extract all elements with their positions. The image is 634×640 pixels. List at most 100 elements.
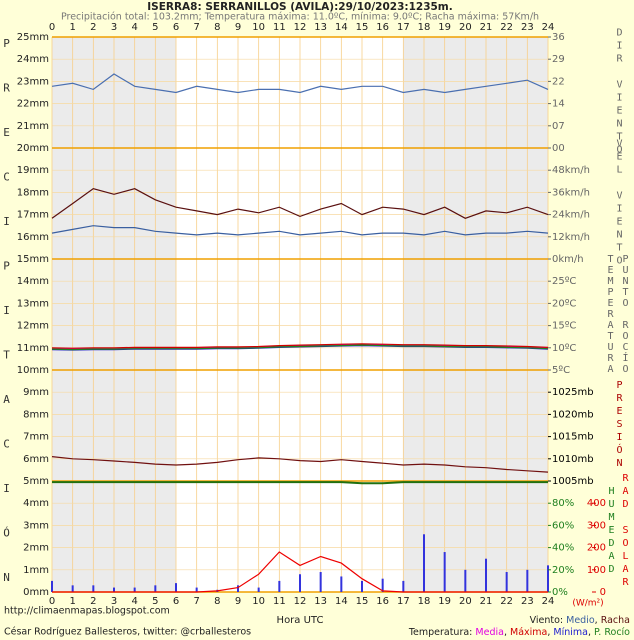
- x-tick-label: 18: [418, 596, 431, 607]
- series-line: [51, 225, 549, 236]
- y-tick-label: 18mm: [17, 187, 49, 198]
- y-tick-label: 8mm: [23, 409, 49, 420]
- series-line: [51, 343, 549, 349]
- y-tick-label: 1005mb: [552, 476, 594, 487]
- legend-title: Viento:: [530, 615, 564, 626]
- y-axis-label: TEMPERATURA: [605, 254, 616, 375]
- precipitation-bar: [51, 580, 53, 592]
- y-tick-label: 1020mb: [552, 409, 594, 420]
- y-axis-label: PRECIPITACIÓN: [0, 37, 13, 616]
- x-tick-label: 5: [152, 596, 158, 607]
- y2-tick-label: 0: [600, 587, 606, 598]
- legend-entry: Medio: [566, 615, 595, 626]
- y-tick-label: 2mm: [23, 543, 49, 554]
- y2-tick-label: 200: [587, 543, 606, 554]
- y2-unit: (W/m²): [572, 599, 603, 609]
- x-tick-label: 10: [252, 22, 265, 33]
- x-tick-label: 4: [131, 22, 137, 33]
- y-tick-label: 10ºC: [552, 343, 576, 354]
- y2-tick-label: 300: [587, 520, 606, 531]
- x-tick-label: 6: [173, 22, 179, 33]
- y-tick-label: 22: [552, 76, 565, 87]
- precipitation-bar: [443, 552, 446, 592]
- y-tick-label: 24km/h: [552, 210, 590, 221]
- precipitation-bar: [175, 583, 177, 592]
- y-tick-label: 9mm: [23, 387, 49, 398]
- x-tick-label: 14: [335, 596, 348, 607]
- legend: Viento: Medio, Racha: [530, 615, 630, 626]
- y2-tick-label: 400: [587, 498, 606, 509]
- y-tick-label: 7mm: [23, 432, 49, 443]
- precipitation-bar: [154, 585, 157, 592]
- y-tick-label: 1010mb: [552, 454, 594, 465]
- x-tick-label: 18: [418, 22, 431, 33]
- x-tick-label: 21: [480, 596, 493, 607]
- y-tick-label: 14mm: [17, 276, 49, 287]
- x-tick-label: 15: [356, 22, 369, 33]
- x-tick-label: 2: [90, 22, 96, 33]
- y-tick-label: 1025mb: [552, 387, 594, 398]
- x-tick-label: 22: [500, 22, 513, 33]
- y-tick-label: 20%: [552, 565, 574, 576]
- y-tick-label: 4mm: [23, 498, 49, 509]
- y-tick-label: 6mm: [23, 454, 49, 465]
- x-tick-label: 0: [49, 22, 55, 33]
- chart-subtitle: Precipitación total: 103.2mm; Temperatur…: [61, 12, 539, 23]
- precipitation-bar: [278, 580, 281, 592]
- x-tick-label: 4: [131, 596, 137, 607]
- y-axis-label: PRESIÓN: [614, 380, 625, 471]
- y-tick-label: 0mm: [23, 587, 49, 598]
- precipitation-bar: [257, 587, 260, 592]
- x-tick-label: 3: [111, 22, 117, 33]
- y-tick-label: 10mm: [17, 365, 49, 376]
- y-tick-label: 21mm: [17, 121, 49, 132]
- precipitation-bar: [526, 569, 529, 592]
- y-tick-label: 22mm: [17, 99, 49, 110]
- precipitation-bar: [402, 580, 405, 592]
- precipitation-bar: [113, 587, 115, 592]
- y-tick-label: 17mm: [17, 210, 49, 221]
- x-tick-label: 23: [521, 596, 534, 607]
- legend-entry: P. Rocío: [594, 627, 630, 638]
- y-tick-label: 15ºC: [552, 321, 576, 332]
- y-tick-label: 36km/h: [552, 187, 590, 198]
- x-tick-label: 17: [397, 596, 410, 607]
- footer-author: César Rodríguez Ballesteros, twitter: @c…: [4, 627, 251, 638]
- y-tick-label: 20ºC: [552, 298, 576, 309]
- series-line: [52, 481, 548, 485]
- y2-axis-label: RAD SOLAR: [620, 473, 631, 590]
- x-tick-label: 14: [335, 22, 348, 33]
- legend-separator: ,: [504, 627, 510, 638]
- precipitation-bar: [464, 569, 467, 592]
- y-tick-label: 00: [552, 143, 565, 154]
- chart-title: ISERRA8: SERRANILLOS (AVILA):29/10/2023:…: [147, 1, 453, 13]
- y-tick-label: 24mm: [17, 54, 49, 65]
- y-tick-label: 25mm: [17, 32, 49, 43]
- series-line: [51, 456, 549, 473]
- precipitation-bar: [505, 572, 508, 592]
- x-tick-label: 13: [314, 22, 327, 33]
- x-tick-label: 17: [397, 22, 410, 33]
- precipitation-bar: [381, 578, 384, 592]
- precipitation-bar: [485, 558, 487, 592]
- legend-separator: ,: [588, 627, 594, 638]
- x-tick-label: 16: [376, 596, 389, 607]
- series-line: [52, 551, 548, 593]
- x-axis-label: Hora UTC: [277, 615, 324, 626]
- x-tick-label: 3: [111, 596, 117, 607]
- y-tick-label: 13mm: [17, 298, 49, 309]
- x-tick-label: 21: [480, 22, 493, 33]
- x-tick-label: 6: [173, 596, 179, 607]
- x-tick-label: 0: [49, 596, 55, 607]
- precipitation-bar: [71, 585, 74, 592]
- y-tick-label: 36: [552, 32, 565, 43]
- legend-separator: ,: [547, 627, 553, 638]
- y-tick-label: 1015mb: [552, 432, 594, 443]
- x-tick-label: 7: [193, 22, 199, 33]
- precipitation-bar: [195, 587, 198, 592]
- x-tick-label: 10: [252, 596, 265, 607]
- x-tick-label: 8: [214, 596, 220, 607]
- precipitation-bar: [547, 565, 549, 592]
- precipitation-bar: [423, 534, 425, 592]
